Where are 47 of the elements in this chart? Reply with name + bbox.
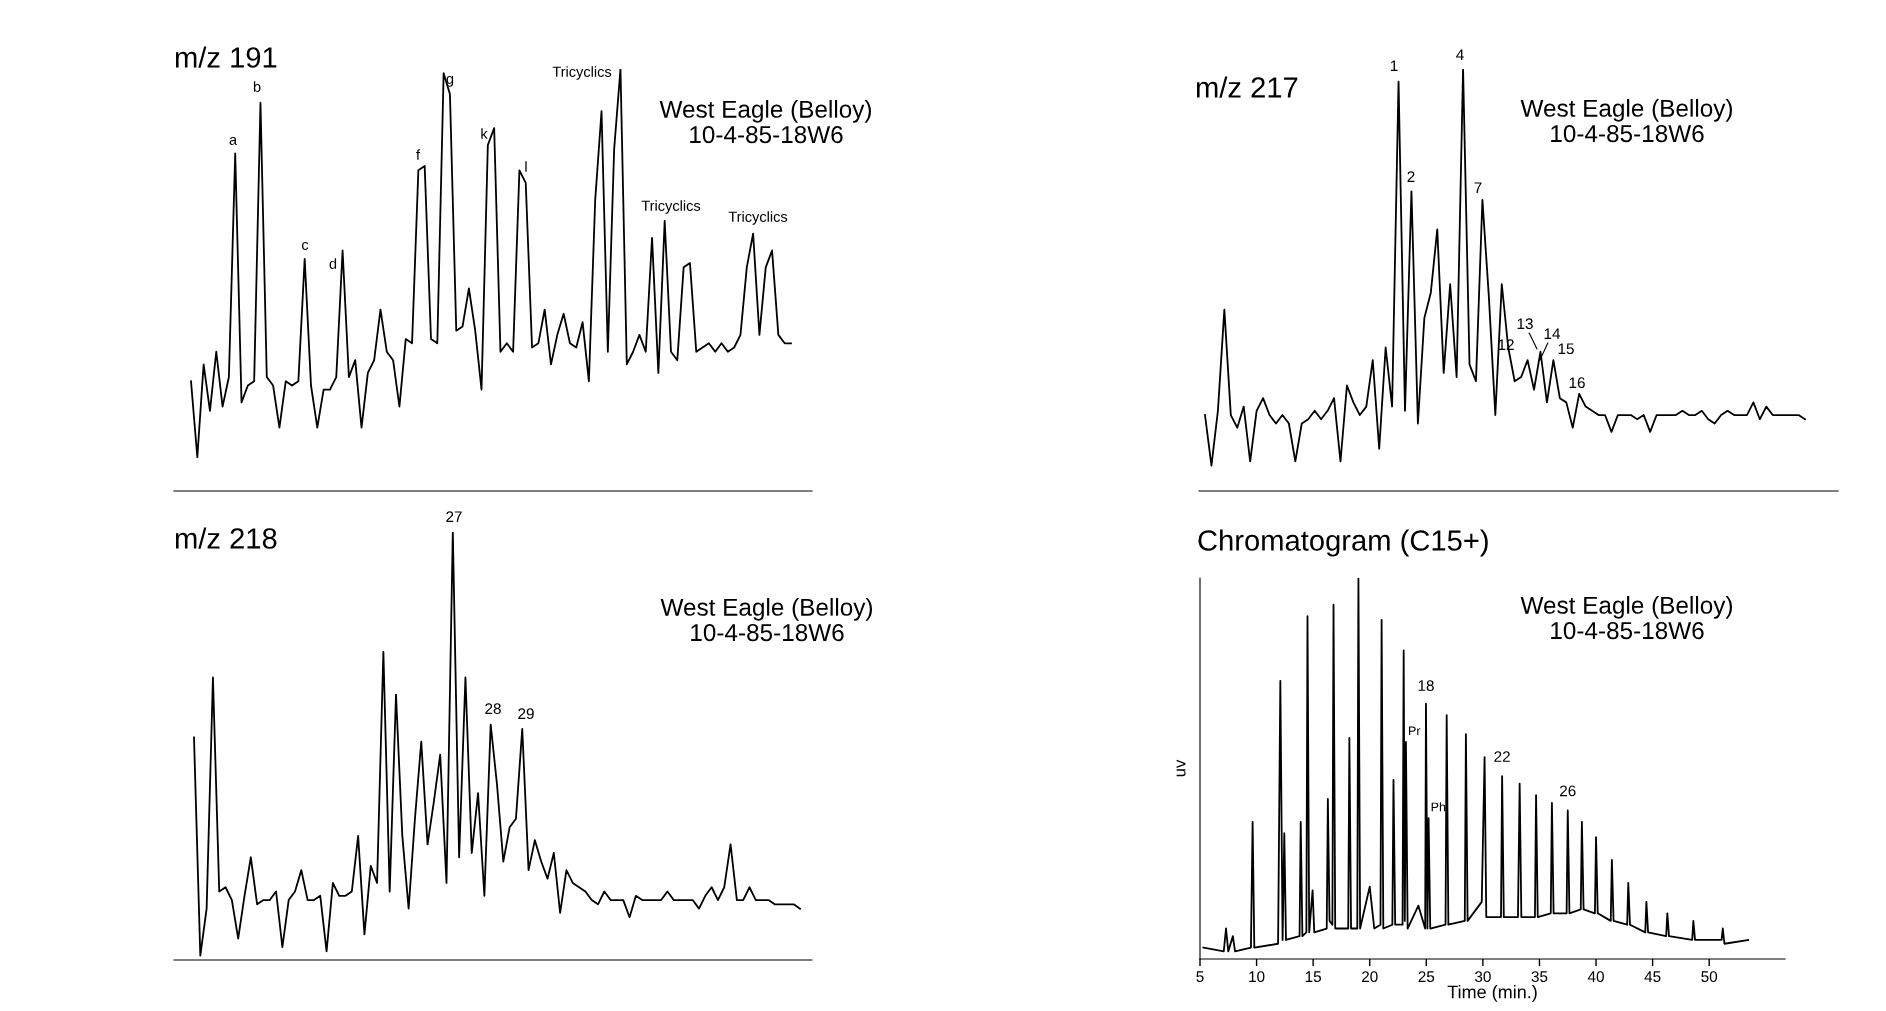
x-tick-label: 40 [1587, 971, 1604, 983]
chart-title: m/z 191 [175, 46, 277, 68]
annotation: a [229, 136, 238, 145]
x-tick-label: 45 [1644, 971, 1661, 983]
annotation: West Eagle (Belloy) 10-4-85-18W6 [1520, 596, 1732, 640]
annotation: Pr [1409, 726, 1421, 736]
chart-title: m/z 218 [175, 527, 277, 549]
annotation: 29 [518, 708, 534, 720]
annotation: 18 [1418, 680, 1434, 691]
x-tick-label: 25 [1418, 971, 1435, 983]
annotation: 7 [1474, 182, 1482, 193]
annotation: g [446, 75, 454, 87]
annotation: Ph [1431, 802, 1446, 812]
x-tick-label: 35 [1531, 971, 1548, 983]
annotation: 26 [1560, 785, 1576, 797]
y-axis-title: uv [1176, 759, 1186, 777]
x-tick-label: 20 [1362, 971, 1378, 983]
x-tick-label: 5 [1196, 971, 1204, 983]
annotation: l [525, 161, 527, 172]
annotation: d [329, 258, 337, 269]
annotation: 14 [1544, 328, 1561, 339]
annotation: 22 [1494, 751, 1510, 762]
x-tick-label: 15 [1305, 971, 1322, 983]
text: 27 [446, 511, 462, 522]
annotation: Tricyclics [641, 200, 701, 214]
annotation: b [253, 81, 261, 92]
annotation: Tricyclics [552, 66, 612, 80]
annotation: f [416, 149, 421, 160]
x-tick-label: 50 [1701, 971, 1718, 983]
annotation: 13 [1517, 318, 1533, 330]
x-tick-label: 30 [1474, 971, 1491, 983]
annotation: West Eagle (Belloy) 10-4-85-18W6 [660, 598, 872, 642]
annotation: 1 [1390, 60, 1398, 71]
annotation: West Eagle (Belloy) 10-4-85-18W6 [1520, 99, 1732, 143]
annotation: c [301, 241, 309, 250]
annotation: 28 [485, 703, 501, 715]
annotation: k [481, 128, 488, 139]
chart-title: m/z 217 [1196, 76, 1298, 98]
annotation: 2 [1407, 171, 1415, 182]
x-axis-title: Time (min.) [1447, 985, 1537, 1002]
text: 4 [1456, 49, 1464, 60]
annotation: Tricyclics [728, 211, 788, 225]
annotation: 16 [1569, 377, 1585, 389]
annotation: West Eagle (Belloy) 10-4-85-18W6 [659, 100, 871, 144]
chart-title: Chromatogram (C15+) [1198, 529, 1488, 557]
x-tick-label: 10 [1249, 971, 1265, 983]
annotation: 15 [1558, 343, 1574, 355]
